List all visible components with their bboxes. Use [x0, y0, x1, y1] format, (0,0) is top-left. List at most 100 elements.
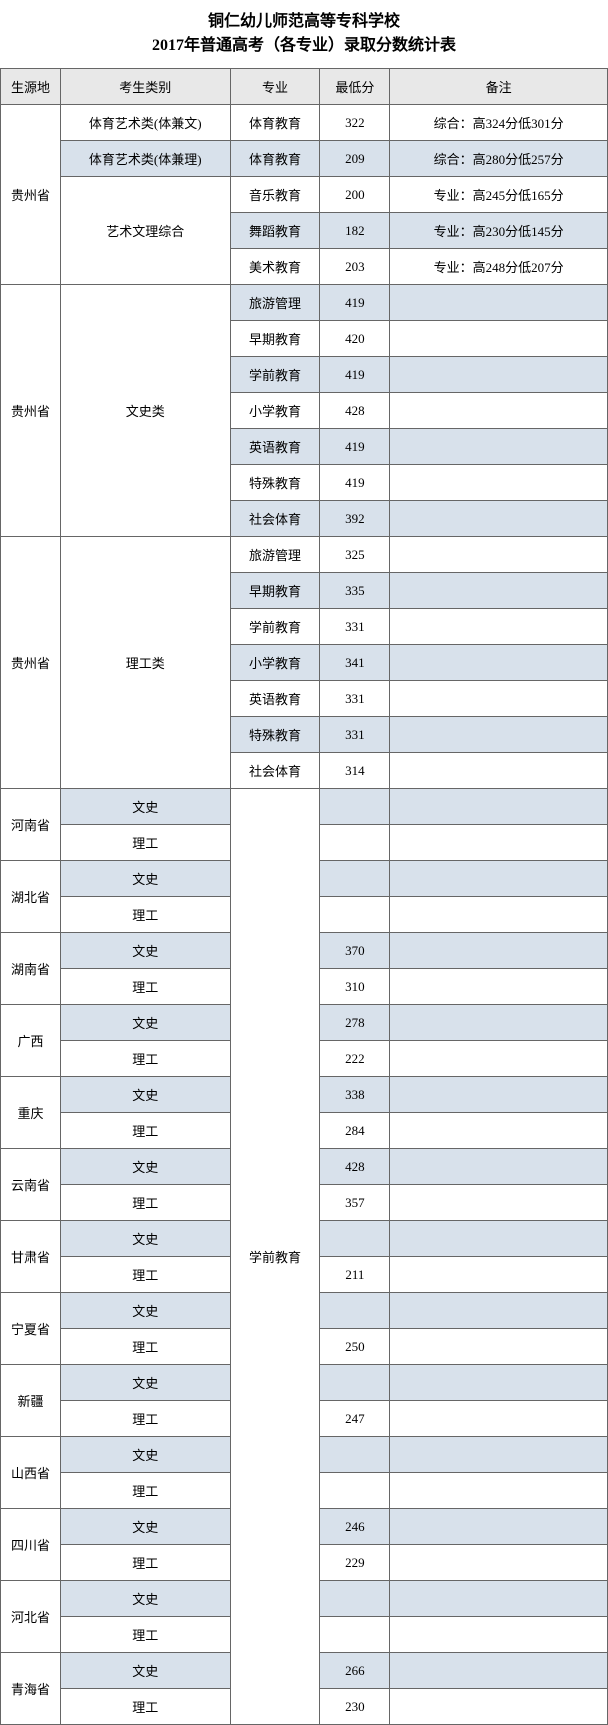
remark-cell: 专业：高248分低207分: [390, 249, 608, 285]
score-cell: [320, 1221, 390, 1257]
remark-cell: [390, 1257, 608, 1293]
remark-cell: [390, 1329, 608, 1365]
remark-cell: [390, 645, 608, 681]
category-cell: 理工: [60, 1545, 230, 1581]
remark-cell: 综合：高280分低257分: [390, 141, 608, 177]
category-cell: 文史: [60, 933, 230, 969]
major-cell: 小学教育: [230, 393, 320, 429]
major-cell: 社会体育: [230, 753, 320, 789]
score-cell: 278: [320, 1005, 390, 1041]
score-cell: 357: [320, 1185, 390, 1221]
remark-cell: [390, 537, 608, 573]
category-cell: 理工: [60, 969, 230, 1005]
table-row: 河南省文史学前教育: [1, 789, 608, 825]
remark-cell: [390, 1293, 608, 1329]
score-cell: [320, 1473, 390, 1509]
major-cell: 小学教育: [230, 645, 320, 681]
major-cell: 体育教育: [230, 105, 320, 141]
remark-cell: [390, 321, 608, 357]
table-row: 贵州省理工类旅游管理325: [1, 537, 608, 573]
remark-cell: [390, 1545, 608, 1581]
remark-cell: [390, 1041, 608, 1077]
table-row: 贵州省体育艺术类(体兼文)体育教育322综合：高324分低301分: [1, 105, 608, 141]
score-cell: 370: [320, 933, 390, 969]
score-cell: 325: [320, 537, 390, 573]
header-remark: 备注: [390, 69, 608, 105]
title-line2: 2017年普通高考（各专业）录取分数统计表: [0, 34, 608, 58]
remark-cell: [390, 357, 608, 393]
score-cell: 419: [320, 465, 390, 501]
remark-cell: [390, 1077, 608, 1113]
remark-cell: [390, 465, 608, 501]
table-row: 艺术文理综合音乐教育200专业：高245分低165分: [1, 177, 608, 213]
score-cell: 203: [320, 249, 390, 285]
score-cell: 419: [320, 357, 390, 393]
category-cell: 文史: [60, 1221, 230, 1257]
header-category: 考生类别: [60, 69, 230, 105]
remark-cell: [390, 897, 608, 933]
admission-table: 生源地 考生类别 专业 最低分 备注 贵州省体育艺术类(体兼文)体育教育322综…: [0, 68, 608, 1725]
category-cell: 理工: [60, 897, 230, 933]
category-cell: 理工: [60, 1113, 230, 1149]
category-cell: 理工: [60, 1473, 230, 1509]
category-cell: 体育艺术类(体兼理): [60, 141, 230, 177]
score-cell: 284: [320, 1113, 390, 1149]
category-cell: 理工: [60, 1401, 230, 1437]
score-cell: 230: [320, 1689, 390, 1725]
remark-cell: [390, 681, 608, 717]
category-cell: 理工: [60, 825, 230, 861]
province-cell: 贵州省: [1, 285, 61, 537]
category-cell: 文史: [60, 1149, 230, 1185]
score-cell: 331: [320, 609, 390, 645]
major-cell: 旅游管理: [230, 285, 320, 321]
score-cell: 331: [320, 717, 390, 753]
province-cell: 青海省: [1, 1653, 61, 1725]
score-cell: [320, 789, 390, 825]
major-cell: 早期教育: [230, 573, 320, 609]
category-cell: 理工: [60, 1617, 230, 1653]
remark-cell: [390, 1113, 608, 1149]
remark-cell: 专业：高245分低165分: [390, 177, 608, 213]
score-cell: 200: [320, 177, 390, 213]
category-cell: 理工: [60, 1041, 230, 1077]
remark-cell: [390, 1185, 608, 1221]
remark-cell: [390, 1509, 608, 1545]
category-cell: 艺术文理综合: [60, 177, 230, 285]
category-cell: 理工类: [60, 537, 230, 789]
major-cell: 美术教育: [230, 249, 320, 285]
category-cell: 体育艺术类(体兼文): [60, 105, 230, 141]
score-cell: 335: [320, 573, 390, 609]
score-cell: [320, 1617, 390, 1653]
score-cell: 247: [320, 1401, 390, 1437]
remark-cell: [390, 1617, 608, 1653]
score-cell: [320, 1365, 390, 1401]
remark-cell: [390, 969, 608, 1005]
score-cell: 250: [320, 1329, 390, 1365]
remark-cell: [390, 501, 608, 537]
score-cell: 428: [320, 393, 390, 429]
remark-cell: [390, 825, 608, 861]
score-cell: 392: [320, 501, 390, 537]
score-cell: [320, 1437, 390, 1473]
remark-cell: [390, 1149, 608, 1185]
major-cell: 学前教育: [230, 357, 320, 393]
category-cell: 文史: [60, 1437, 230, 1473]
remark-cell: [390, 1401, 608, 1437]
province-cell: 云南省: [1, 1149, 61, 1221]
major-cell: 体育教育: [230, 141, 320, 177]
category-cell: 文史: [60, 789, 230, 825]
category-cell: 文史: [60, 1581, 230, 1617]
category-cell: 理工: [60, 1689, 230, 1725]
score-cell: 222: [320, 1041, 390, 1077]
major-cell: 学前教育: [230, 609, 320, 645]
category-cell: 文史: [60, 1077, 230, 1113]
header-score: 最低分: [320, 69, 390, 105]
province-cell: 贵州省: [1, 105, 61, 285]
major-cell: 英语教育: [230, 681, 320, 717]
remark-cell: [390, 609, 608, 645]
province-cell: 甘肃省: [1, 1221, 61, 1293]
major-cell: 特殊教育: [230, 717, 320, 753]
score-cell: 338: [320, 1077, 390, 1113]
header-major: 专业: [230, 69, 320, 105]
province-cell: 河南省: [1, 789, 61, 861]
